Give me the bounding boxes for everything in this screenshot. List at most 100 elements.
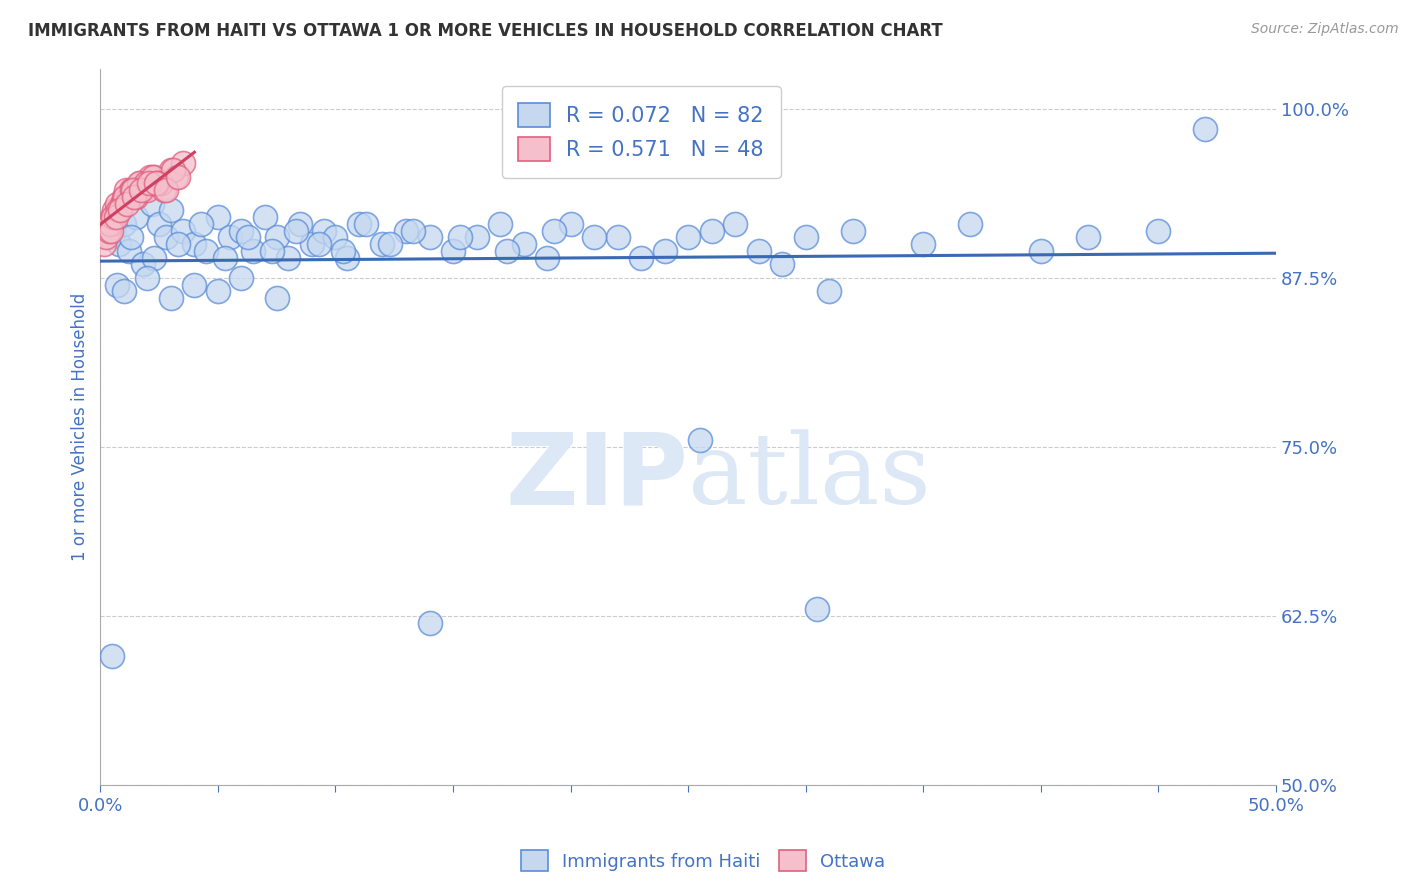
- Point: [195, 244, 218, 258]
- Point: [724, 217, 747, 231]
- Point: [105, 196, 128, 211]
- Point: [135, 177, 157, 191]
- Point: [150, 177, 173, 191]
- Point: [155, 230, 177, 244]
- Point: [98, 217, 121, 231]
- Point: [676, 230, 699, 244]
- Point: [1077, 230, 1099, 244]
- Point: [543, 224, 565, 238]
- Point: [160, 291, 183, 305]
- Point: [121, 183, 143, 197]
- Point: [536, 251, 558, 265]
- Legend: R = 0.072   N = 82, R = 0.571   N = 48: R = 0.072 N = 82, R = 0.571 N = 48: [502, 87, 780, 178]
- Point: [165, 169, 187, 184]
- Point: [100, 224, 122, 238]
- Point: [167, 237, 190, 252]
- Point: [630, 251, 652, 265]
- Point: [120, 183, 142, 197]
- Point: [160, 203, 183, 218]
- Point: [332, 244, 354, 258]
- Point: [124, 210, 146, 224]
- Point: [402, 224, 425, 238]
- Point: [112, 190, 135, 204]
- Point: [260, 244, 283, 258]
- Point: [117, 190, 139, 204]
- Text: ZIP: ZIP: [505, 428, 688, 525]
- Point: [146, 177, 169, 191]
- Point: [560, 217, 582, 231]
- Point: [842, 224, 865, 238]
- Point: [806, 602, 828, 616]
- Point: [689, 433, 711, 447]
- Point: [127, 183, 149, 197]
- Point: [183, 277, 205, 292]
- Point: [141, 177, 163, 191]
- Point: [105, 277, 128, 292]
- Point: [93, 237, 115, 252]
- Point: [242, 244, 264, 258]
- Point: [312, 224, 335, 238]
- Point: [1147, 224, 1170, 238]
- Point: [441, 244, 464, 258]
- Point: [371, 237, 394, 252]
- Point: [117, 244, 139, 258]
- Point: [172, 156, 194, 170]
- Point: [378, 237, 401, 252]
- Point: [654, 244, 676, 258]
- Point: [97, 224, 120, 238]
- Point: [325, 230, 347, 244]
- Point: [301, 237, 323, 252]
- Point: [214, 251, 236, 265]
- Point: [266, 291, 288, 305]
- Point: [143, 169, 166, 184]
- Point: [120, 230, 142, 244]
- Point: [284, 224, 307, 238]
- Point: [103, 224, 125, 238]
- Point: [207, 285, 229, 299]
- Point: [912, 237, 935, 252]
- Point: [1029, 244, 1052, 258]
- Point: [103, 210, 125, 224]
- Point: [231, 271, 253, 285]
- Text: Source: ZipAtlas.com: Source: ZipAtlas.com: [1251, 22, 1399, 37]
- Point: [606, 230, 628, 244]
- Point: [1194, 122, 1216, 136]
- Point: [148, 177, 170, 191]
- Point: [101, 210, 124, 224]
- Point: [266, 230, 288, 244]
- Point: [818, 285, 841, 299]
- Point: [138, 177, 160, 191]
- Point: [110, 196, 132, 211]
- Point: [131, 257, 153, 271]
- Point: [172, 224, 194, 238]
- Point: [959, 217, 981, 231]
- Point: [231, 224, 253, 238]
- Point: [395, 224, 418, 238]
- Point: [110, 203, 132, 218]
- Point: [700, 224, 723, 238]
- Point: [117, 196, 139, 211]
- Point: [418, 615, 440, 630]
- Point: [794, 230, 817, 244]
- Point: [218, 230, 240, 244]
- Point: [336, 251, 359, 265]
- Point: [489, 217, 512, 231]
- Point: [183, 237, 205, 252]
- Point: [496, 244, 519, 258]
- Point: [138, 169, 160, 184]
- Point: [162, 162, 184, 177]
- Point: [108, 203, 131, 218]
- Point: [418, 230, 440, 244]
- Point: [129, 177, 152, 191]
- Point: [142, 169, 165, 184]
- Point: [347, 217, 370, 231]
- Text: atlas: atlas: [688, 429, 931, 524]
- Point: [103, 203, 125, 218]
- Point: [143, 251, 166, 265]
- Legend: Immigrants from Haiti, Ottawa: Immigrants from Haiti, Ottawa: [513, 843, 893, 879]
- Point: [207, 210, 229, 224]
- Point: [190, 217, 212, 231]
- Point: [134, 177, 156, 191]
- Point: [155, 183, 177, 197]
- Point: [128, 177, 150, 191]
